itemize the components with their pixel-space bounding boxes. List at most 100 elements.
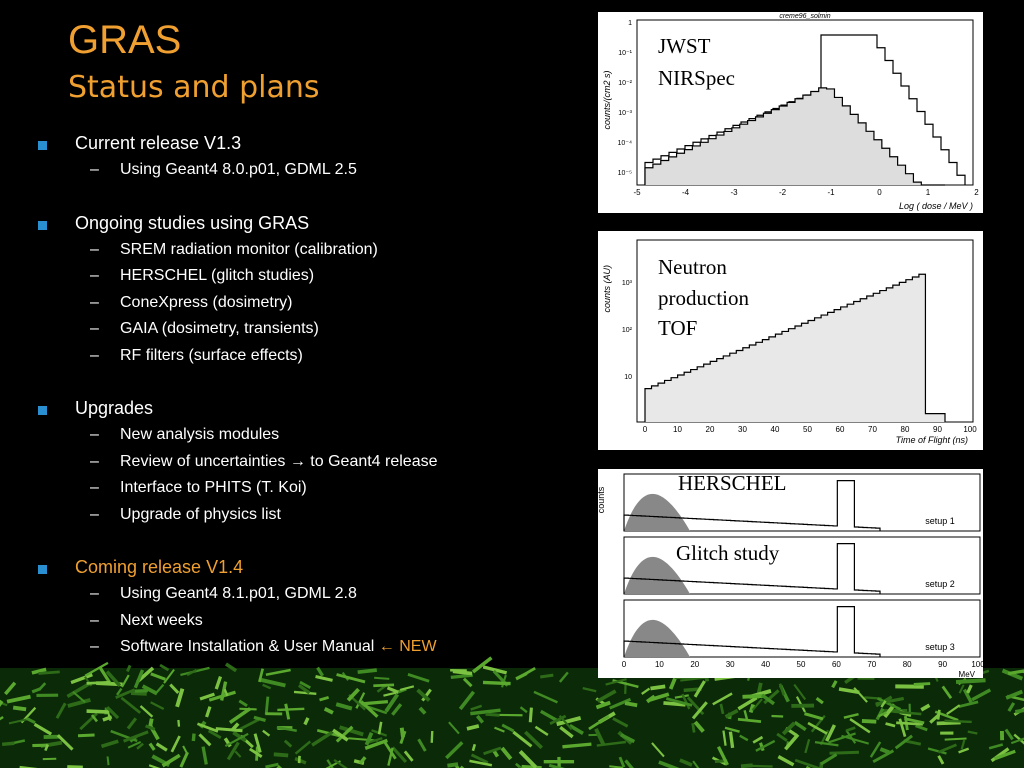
x-tick-label: -5 [633, 188, 641, 197]
grass-blade [955, 678, 986, 684]
grass-blade [294, 740, 312, 755]
grass-blade [120, 696, 142, 714]
sub-item: GAIA (dosimetry, transients) [120, 320, 319, 337]
x-tick-label: 0 [622, 660, 627, 669]
grass-blade [658, 760, 680, 768]
grass-blade [170, 735, 181, 753]
y-tick-label: 10⁻³ [618, 110, 632, 117]
grass-blade [44, 744, 50, 752]
grass-blade [915, 724, 928, 732]
grass-blade [234, 750, 242, 758]
grass-blade [784, 733, 800, 751]
grass-blade [1007, 702, 1016, 712]
grass-blade [548, 763, 565, 768]
bullet-marker [38, 565, 47, 574]
grass-blade [325, 760, 341, 768]
x-label: Time of Flight (ns) [896, 435, 968, 445]
dash: – [90, 505, 99, 523]
grass-blade [539, 709, 564, 726]
grass-blade [364, 732, 374, 746]
grass-blade [941, 685, 953, 699]
grass-blade [483, 746, 502, 756]
grass-blade [936, 709, 941, 720]
sub-item: RF filters (surface effects) [120, 346, 303, 364]
grass-blade [528, 707, 533, 723]
grass-blade [849, 718, 871, 734]
grass-blade [55, 702, 67, 719]
grass-blade [958, 684, 965, 694]
grass-blade [469, 759, 493, 767]
sub-item: Upgrade of physics list [120, 505, 281, 523]
grass-blade [232, 730, 247, 743]
grass-blade [568, 724, 584, 735]
y-tick-label: 10⁻² [618, 80, 632, 87]
figure-caption: JWST [658, 34, 711, 58]
grass-blade [98, 666, 112, 684]
grass-blade [253, 733, 262, 753]
grass-blade [1007, 669, 1024, 676]
sub-item: Next weeks [120, 611, 203, 629]
slide-title: GRAS [68, 18, 182, 62]
section-heading: Ongoing studies using GRAS [75, 212, 310, 233]
grass-blade [215, 727, 243, 733]
grass-blade [793, 683, 807, 701]
grass-blade [691, 701, 708, 720]
grass-blade [416, 688, 431, 702]
grass-blade [937, 743, 957, 754]
grass-blade [737, 696, 758, 711]
grass-blade [1014, 708, 1024, 714]
figure-caption: NIRSpec [658, 66, 735, 90]
grass-blade [1005, 689, 1024, 700]
grass-blade [913, 682, 931, 686]
grass-blade [141, 684, 158, 696]
grass-blade [264, 696, 270, 715]
grass-blade [875, 707, 885, 721]
x-tick-label: 10 [655, 660, 664, 669]
x-tick-label: 90 [938, 660, 947, 669]
grass-blade [558, 714, 573, 731]
sub-item: Using Geant4 8.1.p01, GDML 2.8 [120, 585, 357, 602]
grass-blade [116, 687, 123, 696]
grass-blade [90, 714, 98, 723]
plot-frame [623, 599, 981, 658]
histogram [644, 87, 945, 186]
grass-blade [620, 733, 636, 744]
sub-item: SREM radiation monitor (calibration) [120, 240, 378, 258]
grass-blade [445, 741, 464, 760]
grass-blade [876, 697, 902, 711]
y-label: counts [596, 486, 606, 513]
grass-blade [804, 739, 811, 754]
x-tick-label: 30 [738, 425, 747, 434]
grass-blade [277, 707, 305, 712]
grass-blade [815, 696, 824, 705]
grass-blade [760, 693, 776, 706]
grass-decoration [0, 656, 1024, 768]
y-label: counts (AU) [602, 265, 612, 313]
x-tick-label: 50 [797, 660, 806, 669]
grass-blade [346, 687, 360, 702]
grass-blade [960, 739, 966, 750]
grass-blade [533, 690, 558, 704]
grass-blade [191, 733, 196, 742]
grass-blade [220, 681, 228, 701]
filled-histogram [624, 493, 690, 531]
x-tick-label: 10 [673, 425, 682, 434]
grass-blade [77, 733, 95, 738]
x-tick-label: 0 [877, 188, 882, 197]
grass-blade [155, 742, 168, 752]
grass-blade [86, 709, 110, 714]
figure-caption: TOF [658, 316, 697, 340]
grass-blade [475, 714, 485, 724]
grass-blade [323, 707, 334, 715]
grass-blade [273, 752, 289, 758]
grass-blade [315, 674, 333, 682]
grass-blade [838, 687, 860, 695]
grass-blade [86, 680, 111, 685]
grass-blade [303, 717, 310, 726]
grass-blade [894, 734, 913, 750]
grass-blade [549, 714, 567, 725]
grass-blade [145, 724, 156, 731]
grass-blade [466, 724, 480, 731]
grass-blade [755, 739, 776, 752]
grass-blade [126, 717, 138, 730]
